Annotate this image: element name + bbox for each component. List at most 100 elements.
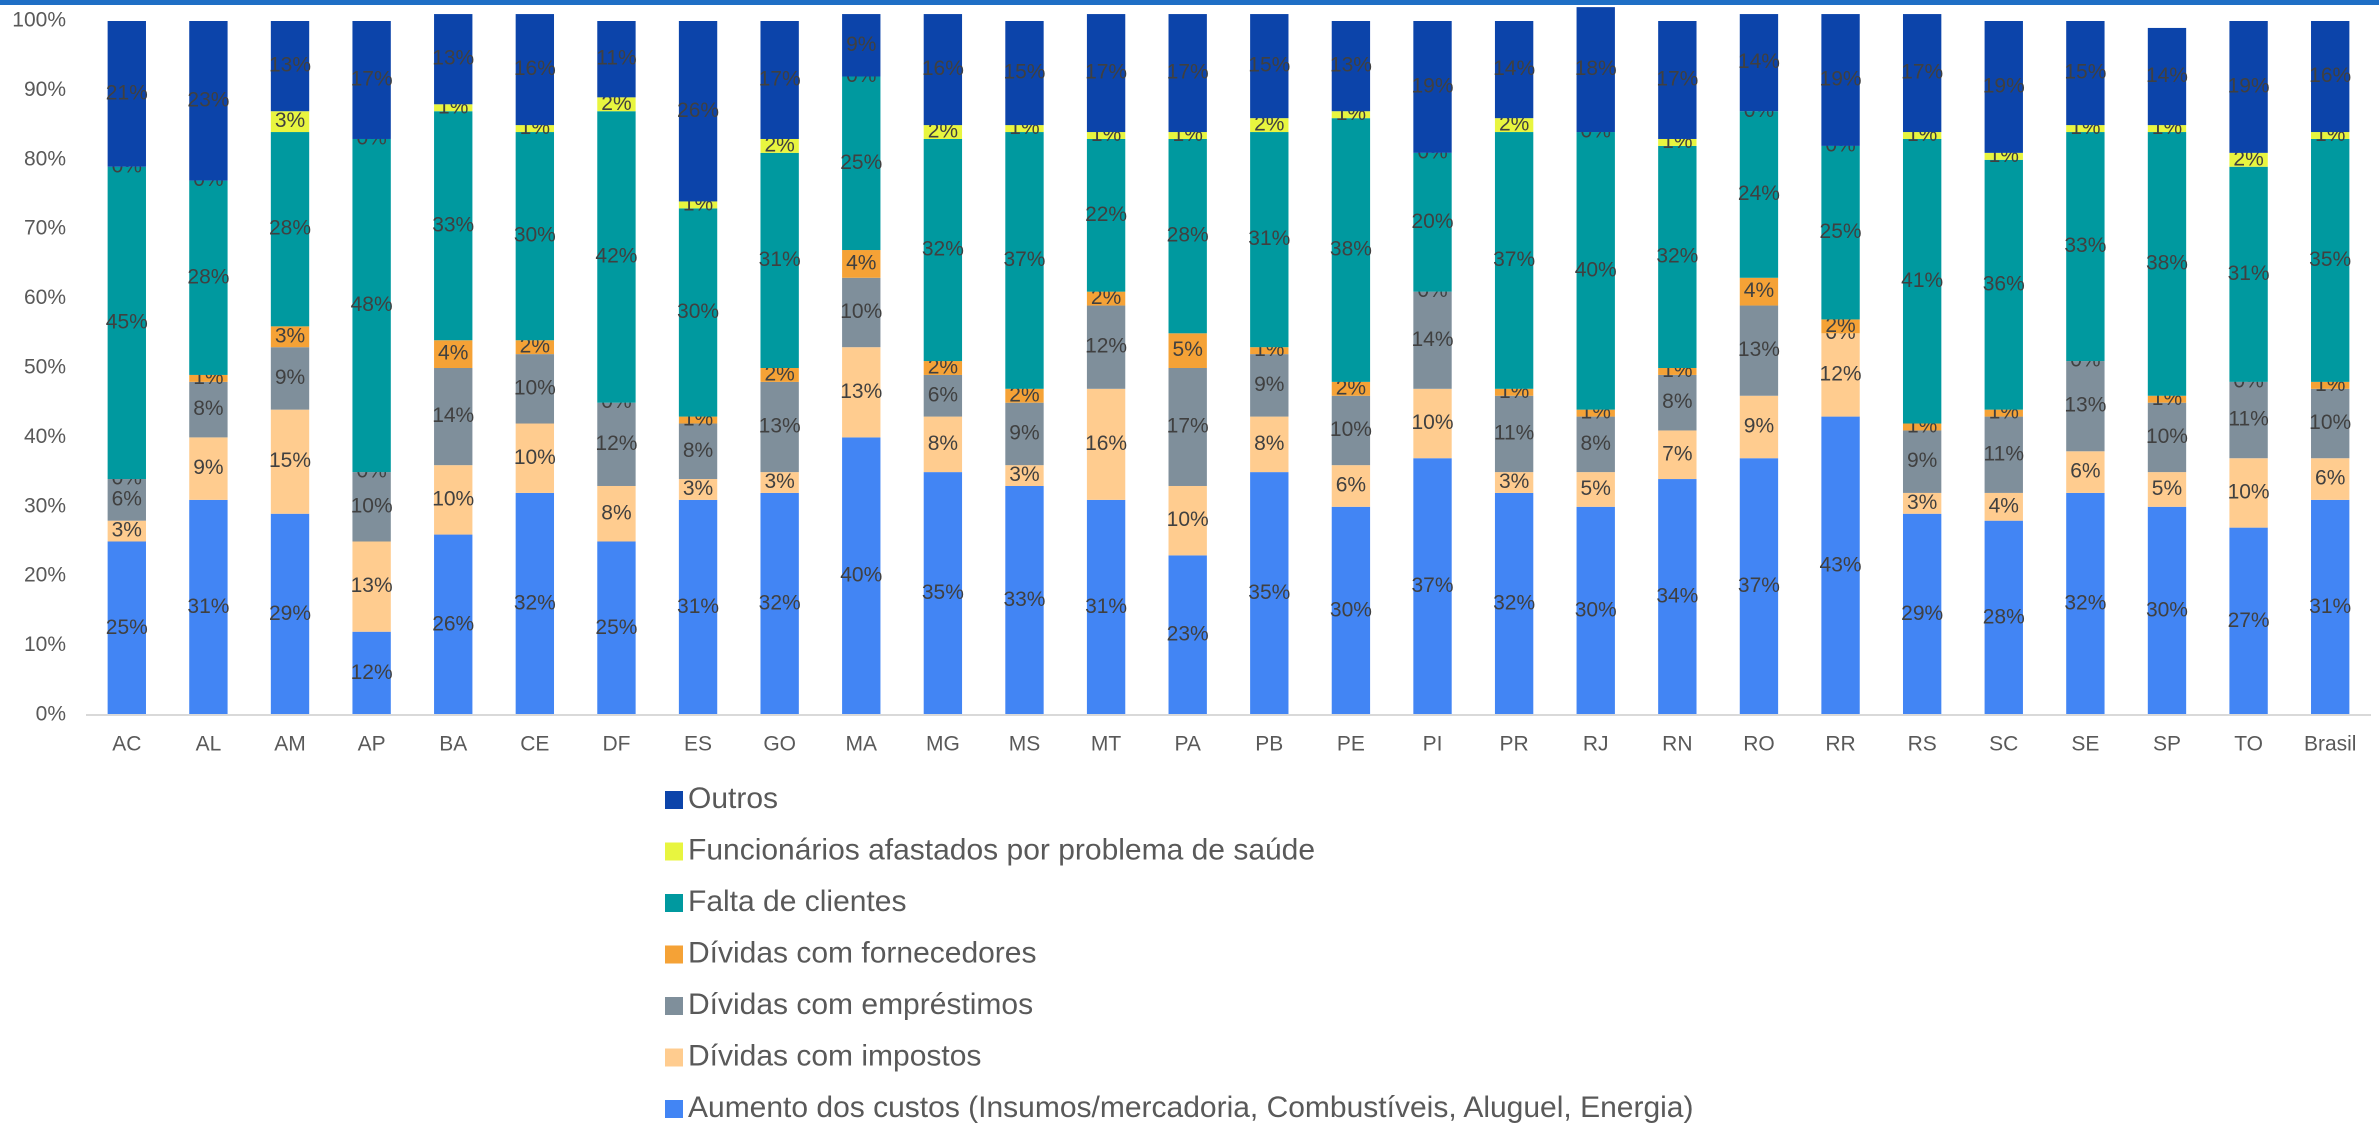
bar-segment [1086, 132, 1126, 139]
legend-label: Dívidas com impostos [688, 1039, 981, 1072]
data-label: 9% [1254, 373, 1284, 396]
data-label: 4% [438, 342, 468, 365]
bar-segment [1086, 291, 1126, 306]
bar-segment [1984, 159, 2023, 410]
data-label: 23% [1167, 623, 1209, 646]
bar-segment [515, 132, 555, 341]
data-label: 2% [764, 362, 794, 385]
data-label: 33% [1003, 588, 1045, 611]
data-label: 17% [1085, 61, 1127, 84]
data-label: 26% [677, 99, 719, 122]
data-label: 16% [514, 57, 556, 80]
bar-segment [1168, 14, 1207, 133]
bar-segment [1739, 395, 1779, 459]
bar-segment [2229, 381, 2268, 459]
bar-segment [1576, 472, 1615, 507]
legend-label: Funcionários afastados por problema de s… [688, 833, 1315, 866]
data-label: 10% [432, 487, 474, 510]
data-label: 25% [840, 151, 882, 174]
data-label: 19% [2228, 74, 2270, 97]
bar-segment [189, 374, 228, 382]
data-label: 35% [2309, 248, 2351, 271]
legend-marker [665, 945, 683, 964]
bar-segment [1902, 423, 1942, 431]
bar-segment [1086, 14, 1126, 133]
bar-segment [1576, 506, 1615, 715]
bar-segment [678, 423, 718, 480]
data-label: 14% [1412, 328, 1454, 351]
data-label: 3% [683, 477, 713, 500]
x-tick-label: PA [1174, 733, 1200, 756]
bar-segment [678, 21, 718, 202]
bar-segment [270, 21, 310, 112]
data-label: 43% [1820, 553, 1862, 576]
data-label: 2% [1009, 383, 1039, 406]
bar-segment [597, 97, 636, 112]
bar-segment [270, 409, 310, 514]
data-label: 5% [1173, 338, 1203, 361]
data-label: 33% [432, 213, 474, 236]
data-label: 25% [595, 616, 637, 639]
bar-segment [760, 472, 799, 493]
bar-segment [434, 111, 473, 341]
bar-segment [1250, 416, 1289, 473]
bar-segment [1658, 374, 1697, 431]
bar-segment [1984, 520, 2023, 715]
data-label: 12% [351, 661, 393, 684]
bar-segment [1739, 305, 1779, 396]
bar-segment [1005, 402, 1044, 466]
data-label: 7% [1662, 442, 1692, 465]
x-tick-label: RR [1825, 733, 1855, 756]
bar-segment [597, 541, 636, 715]
bar-segment [1821, 333, 1860, 417]
data-label: 19% [1820, 68, 1862, 91]
data-label: 28% [269, 217, 311, 240]
bar-segment [1576, 409, 1615, 417]
legend-marker [665, 842, 683, 861]
data-label: 13% [1330, 54, 1372, 77]
bar-segment [1331, 381, 1371, 396]
data-label: 3% [1907, 491, 1937, 514]
bar-segment [1902, 14, 1942, 133]
y-tick-label: 30% [24, 494, 66, 517]
bar-segment [760, 138, 799, 153]
data-label: 30% [2146, 598, 2188, 621]
data-label: 13% [759, 415, 801, 438]
data-label: 4% [1989, 494, 2019, 517]
bar-segment [1739, 14, 1779, 112]
data-label: 17% [759, 68, 801, 91]
data-label: 26% [432, 612, 474, 635]
bar-segment [1984, 152, 2023, 160]
data-label: 10% [2228, 480, 2270, 503]
data-label: 32% [1493, 592, 1535, 615]
bar-segment [189, 180, 228, 375]
bar-segment [2229, 166, 2268, 382]
data-label: 31% [1085, 595, 1127, 618]
bar-segment [1494, 395, 1534, 473]
bar-segment [515, 492, 555, 715]
bar-segment [1413, 291, 1452, 389]
bar-segment [2311, 21, 2350, 133]
bar-segment [1331, 111, 1371, 119]
data-label: 31% [1248, 227, 1290, 250]
bar-segment [434, 465, 473, 535]
data-label: 17% [1167, 415, 1209, 438]
data-label: 10% [351, 494, 393, 517]
data-label: 8% [601, 501, 631, 524]
legend-marker [665, 1048, 683, 1067]
data-label: 2% [928, 356, 958, 379]
x-tick-label: PB [1255, 733, 1283, 756]
bar-segment [678, 479, 718, 500]
data-label: 22% [1085, 203, 1127, 226]
bar-segment [1739, 277, 1779, 306]
bar-segment [1086, 305, 1126, 389]
data-label: 37% [1003, 248, 1045, 271]
bar-segment [1739, 458, 1779, 715]
bar-segment [1331, 118, 1371, 382]
data-label: 41% [1901, 269, 1943, 292]
bar-segment [1168, 485, 1207, 556]
bar-segment [2147, 402, 2187, 473]
legend-label: Falta de clientes [688, 885, 906, 918]
data-label: 9% [1907, 449, 1937, 472]
data-label: 9% [193, 456, 223, 479]
